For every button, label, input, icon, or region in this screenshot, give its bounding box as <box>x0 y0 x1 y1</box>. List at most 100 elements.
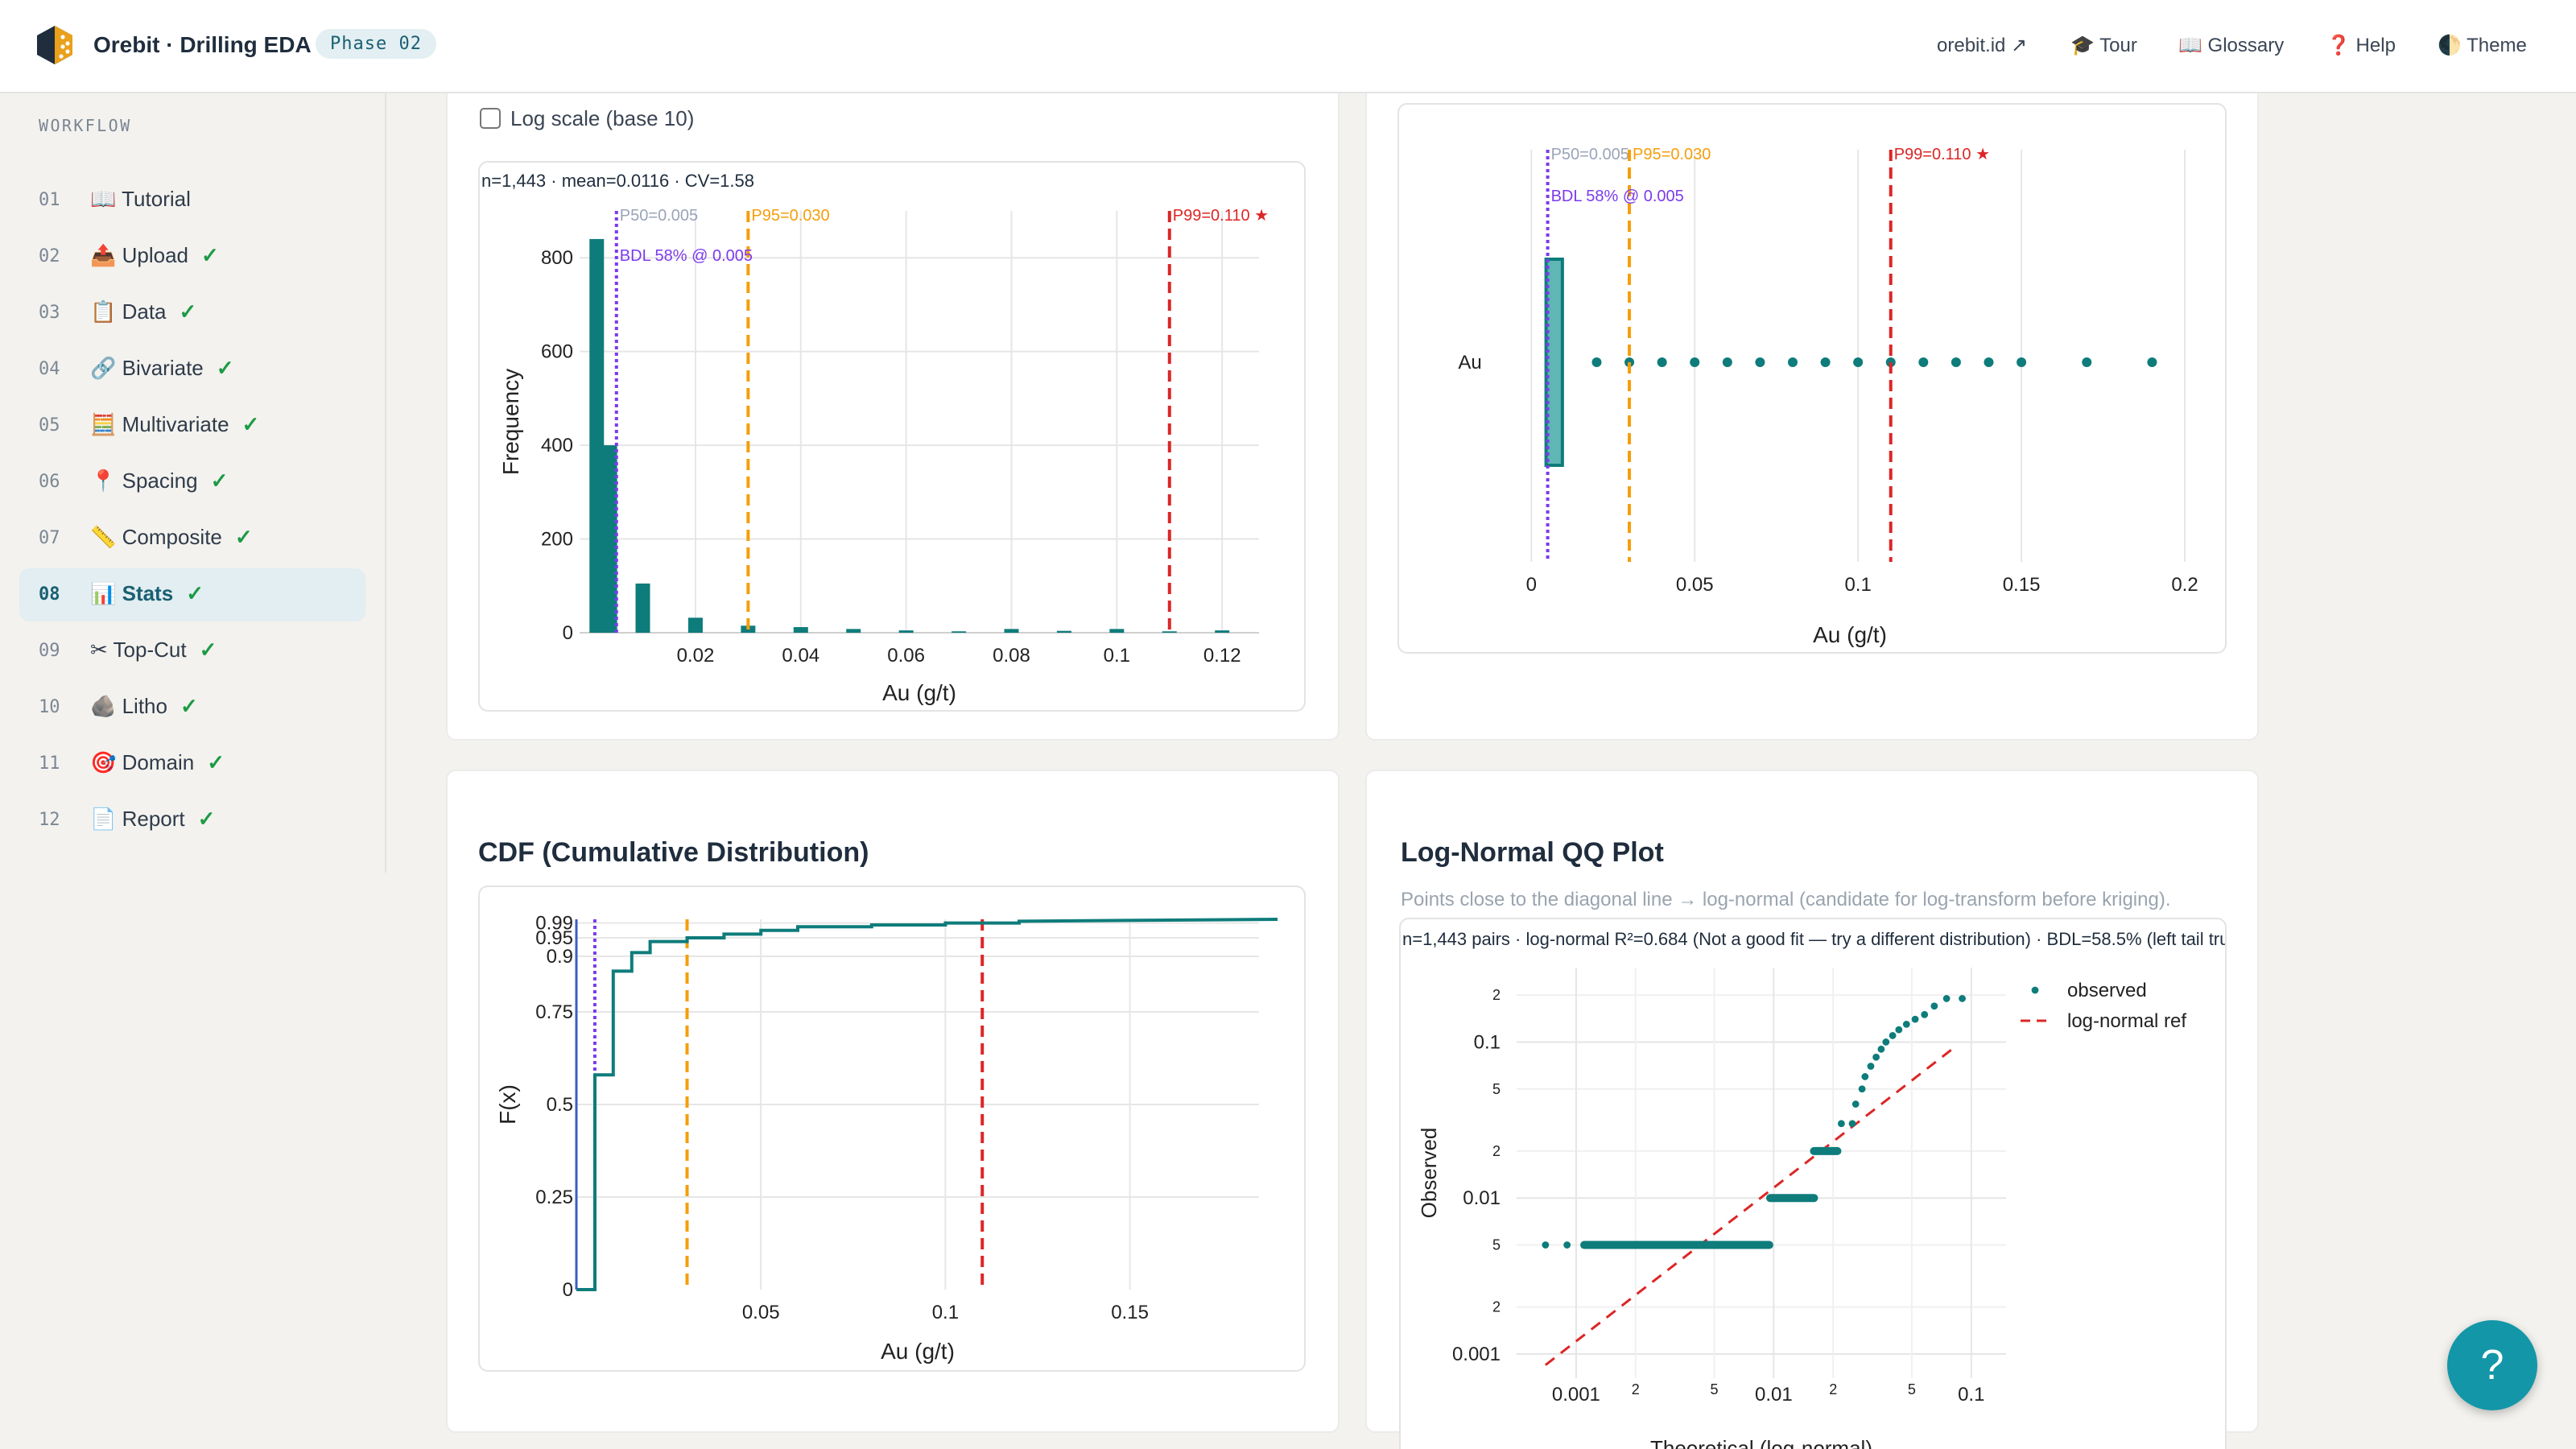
sidebar-item-tutorial[interactable]: 01 📖 Tutorial <box>19 174 365 227</box>
x-minor-tick-label: 5 <box>1710 1381 1718 1397</box>
help-button[interactable]: ❓ Help <box>2326 35 2396 56</box>
tour-button[interactable]: 🎓 Tour <box>2070 35 2137 56</box>
sidebar-item-number: 05 <box>39 415 60 436</box>
category-label: Au <box>1458 352 1481 374</box>
y-axis-label: Frequency <box>498 369 523 475</box>
check-icon: ✓ <box>197 807 216 831</box>
boxplot-chart: 0 0.05 0.1 0.15 0.2 Au P50=0.005 P95=0.030 P99=0… <box>1458 146 2198 647</box>
x-tick-label: 0.12 <box>1203 645 1241 667</box>
glossary-button[interactable]: 📖 Glossary <box>2178 35 2285 56</box>
sidebar-item-text: 📏 Composite <box>90 525 222 549</box>
histogram-bar <box>1109 629 1125 633</box>
sidebar-item-litho[interactable]: 10 🪨 Litho ✓ <box>19 681 365 734</box>
sidebar-item-number: 10 <box>39 697 60 717</box>
y-tick-label: 0.01 <box>1463 1187 1501 1209</box>
orebit-link[interactable]: orebit.id ↗ <box>1937 35 2028 56</box>
sidebar-item-label: 📋 Data ✓ <box>90 299 196 324</box>
qq-chart: n=1,443 pairs · log-normal R²=0.684 (Not… <box>1402 929 2225 1449</box>
phase-badge: Phase 02 <box>316 29 436 59</box>
sidebar-item-upload[interactable]: 02 📤 Upload ✓ <box>19 230 365 283</box>
observed-point <box>1848 1120 1856 1128</box>
observed-point <box>1858 1085 1866 1093</box>
sidebar-item-domain[interactable]: 11 🎯 Domain ✓ <box>19 737 365 791</box>
y-tick-label: 800 <box>541 247 573 269</box>
observed-point <box>1942 995 1951 1002</box>
y-minor-tick-label: 2 <box>1492 1299 1501 1315</box>
y-tick-label: 0.25 <box>535 1187 573 1208</box>
x-tick-label: 0.1 <box>1958 1384 1984 1406</box>
percentile-marker-label: P50=0.005 <box>620 207 698 225</box>
sidebar-item-label: 📖 Tutorial <box>90 187 204 212</box>
sidebar-item-composite[interactable]: 07 📏 Composite ✓ <box>19 512 365 565</box>
observed-point <box>1563 1241 1571 1249</box>
x-tick-label: 0.01 <box>1755 1384 1793 1406</box>
sidebar-item-label: 📄 Report ✓ <box>90 807 215 832</box>
qq-plot-frame: n=1,443 pairs · log-normal R²=0.684 (Not… <box>1399 918 2227 1449</box>
observed-point <box>1911 1015 1919 1023</box>
log-scale-toggle[interactable]: Log scale (base 10) <box>480 106 694 131</box>
check-icon: ✓ <box>242 412 260 436</box>
log-scale-label: Log scale (base 10) <box>510 106 695 130</box>
qq-title: Log-Normal QQ Plot <box>1401 837 1664 868</box>
x-tick-label: 0.05 <box>742 1302 780 1323</box>
x-minor-tick-label: 5 <box>1908 1381 1916 1397</box>
percentile-marker-label: P99=0.110 ★ <box>1173 207 1269 225</box>
sidebar-item-stats[interactable]: 08 📊 Stats ✓ <box>19 568 365 621</box>
observed-point <box>1889 1032 1897 1039</box>
sidebar-item-text: 📤 Upload <box>90 243 188 267</box>
histogram-bar <box>602 445 617 633</box>
sidebar-item-data[interactable]: 03 📋 Data ✓ <box>19 287 365 340</box>
histogram-summary: n=1,443 · mean=0.0116 · CV=1.58 <box>481 171 754 191</box>
sidebar-item-number: 02 <box>39 246 60 266</box>
histogram-bar <box>1056 630 1071 633</box>
outlier-point <box>1984 357 1994 367</box>
sidebar-item-text: 📋 Data <box>90 299 167 324</box>
sidebar-item-bivariate[interactable]: 04 🔗 Bivariate ✓ <box>19 343 365 396</box>
check-icon: ✓ <box>179 299 197 324</box>
percentile-marker-label: P95=0.030 <box>1633 146 1711 163</box>
outlier-point <box>1820 357 1831 367</box>
sidebar-item-label: 📏 Composite ✓ <box>90 525 253 550</box>
observed-point <box>1872 1053 1880 1061</box>
sidebar-item-number: 07 <box>39 528 60 548</box>
x-axis-label: Au (g/t) <box>882 680 956 705</box>
sidebar-item-label: 📍 Spacing ✓ <box>90 469 228 493</box>
x-tick-label: 0 <box>1526 574 1537 596</box>
x-tick-label: 0.15 <box>1111 1302 1149 1323</box>
sidebar-item-text: 📄 Report <box>90 807 185 831</box>
histogram-bar <box>952 631 967 633</box>
outlier-point <box>1755 357 1765 367</box>
sidebar-item-label: 🎯 Domain ✓ <box>90 750 225 775</box>
top-bar: Orebit · Drilling EDA Phase 02 orebit.id… <box>0 0 2576 93</box>
check-icon: ✓ <box>207 750 225 774</box>
sidebar-item-text: 🎯 Domain <box>90 750 195 774</box>
sidebar-item-number: 11 <box>39 753 60 774</box>
sidebar-item-label: 🪨 Litho ✓ <box>90 694 198 719</box>
log-scale-checkbox[interactable] <box>480 108 501 129</box>
sidebar-divider <box>385 93 386 873</box>
sidebar-item-number: 03 <box>39 303 60 323</box>
check-icon: ✓ <box>199 638 217 662</box>
sidebar-item-text: 📍 Spacing <box>90 469 198 493</box>
x-minor-tick-label: 2 <box>1829 1381 1837 1397</box>
sidebar-item-spacing[interactable]: 06 📍 Spacing ✓ <box>19 456 365 509</box>
observed-point <box>1882 1038 1890 1046</box>
y-tick-label: 400 <box>541 435 573 456</box>
box <box>1544 258 1564 467</box>
observed-point <box>1837 1120 1845 1128</box>
x-tick-label: 0.1 <box>1844 574 1871 596</box>
observed-point <box>1902 1020 1910 1028</box>
sidebar-item-label: 📤 Upload ✓ <box>90 243 219 268</box>
help-fab[interactable]: ? <box>2447 1320 2537 1410</box>
sidebar-item-report[interactable]: 12 📄 Report ✓ <box>19 794 365 847</box>
y-tick-label: 0.99 <box>535 913 573 935</box>
x-axis-label: Au (g/t) <box>1813 622 1887 647</box>
y-tick-label: 600 <box>541 341 573 363</box>
outlier-point <box>2017 357 2027 367</box>
theme-toggle[interactable]: 🌓 Theme <box>2438 35 2527 56</box>
outlier-point <box>1722 357 1732 367</box>
sidebar-item-multivariate[interactable]: 05 🧮 Multivariate ✓ <box>19 399 365 452</box>
x-axis-label: Theoretical (log-normal) <box>1650 1436 1872 1449</box>
sidebar-item-top-cut[interactable]: 09 ✂ Top-Cut ✓ <box>19 625 365 678</box>
